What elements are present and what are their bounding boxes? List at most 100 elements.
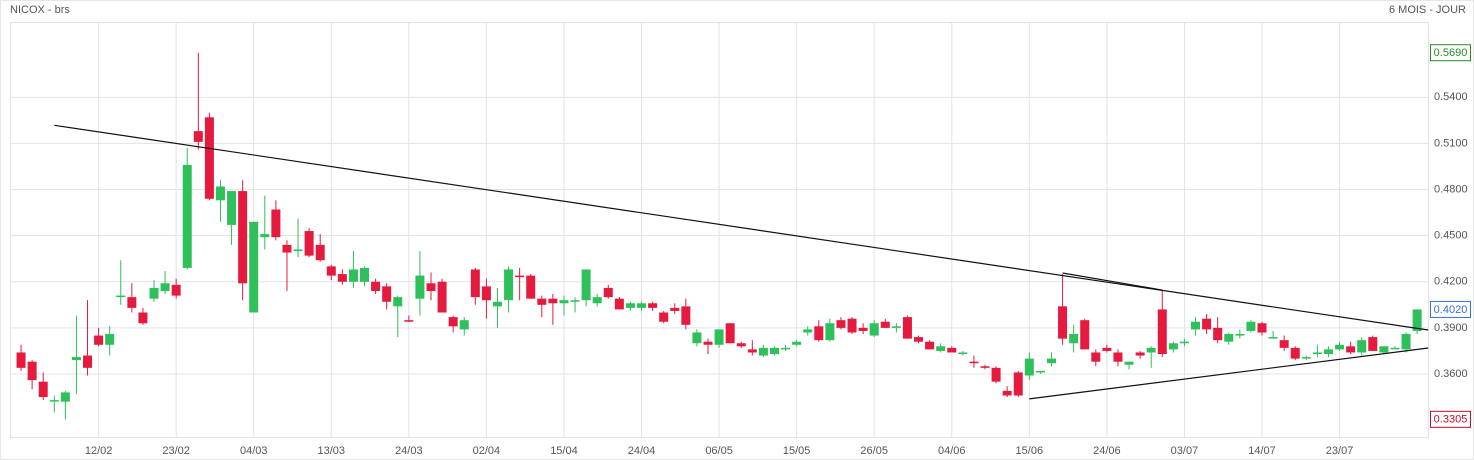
candle-body xyxy=(526,275,536,299)
x-tick-label: 14/07 xyxy=(1248,445,1276,457)
candle-body xyxy=(515,275,525,278)
candle-body xyxy=(116,295,126,298)
price-marker-label: 0.3305 xyxy=(1434,414,1468,426)
candle-body xyxy=(1335,344,1345,350)
candle-body xyxy=(1157,309,1167,354)
price-marker xyxy=(1430,44,1471,62)
candle-body xyxy=(758,347,768,356)
candle-body xyxy=(71,357,81,361)
y-tick-label: 0.5100 xyxy=(1434,137,1468,149)
trendline xyxy=(54,124,1429,331)
candle-body xyxy=(326,266,336,276)
candle-body xyxy=(138,312,148,324)
candle-body xyxy=(1058,306,1068,339)
candle-body xyxy=(437,281,447,313)
y-tick-label: 0.5400 xyxy=(1434,91,1468,103)
candle-body xyxy=(1191,321,1201,330)
candle-body xyxy=(459,320,469,330)
candle-body xyxy=(869,323,879,336)
candle-body xyxy=(315,244,325,261)
candle-body xyxy=(426,283,436,291)
candle-body xyxy=(603,287,613,298)
candle-body xyxy=(980,366,990,368)
x-tick-label: 12/02 xyxy=(85,445,113,457)
candle-body xyxy=(736,343,746,347)
candle-body xyxy=(371,281,381,291)
candle-body xyxy=(1124,361,1134,365)
candle-body xyxy=(648,303,658,308)
x-tick-label: 03/07 xyxy=(1171,445,1199,457)
candle-body xyxy=(271,209,281,238)
candle-body xyxy=(393,297,403,307)
candle-body xyxy=(537,298,547,305)
candle-body xyxy=(348,269,358,282)
candle-body xyxy=(1401,334,1411,350)
candle-body xyxy=(337,274,347,282)
candle-body xyxy=(215,186,225,201)
candle-body xyxy=(1013,372,1023,396)
candle-body xyxy=(293,249,303,252)
candle-body xyxy=(470,269,480,298)
candle-body xyxy=(703,341,713,345)
candle-body xyxy=(1235,334,1245,336)
x-tick-label: 15/06 xyxy=(1016,445,1044,457)
candle-body xyxy=(692,332,702,344)
candle-body xyxy=(49,400,59,402)
candle-body xyxy=(260,234,270,238)
trendline xyxy=(1029,347,1429,400)
candle-body xyxy=(171,284,181,296)
candle-body xyxy=(592,297,602,304)
candle-body xyxy=(570,300,580,302)
candle-body xyxy=(991,367,1001,382)
candle-body xyxy=(149,287,159,299)
candle-body xyxy=(1091,352,1101,362)
candle-body xyxy=(725,323,735,344)
candle-body xyxy=(1080,320,1090,350)
candle-body xyxy=(1323,349,1333,354)
candle-body xyxy=(1224,334,1234,342)
candle-body xyxy=(105,334,115,345)
candle-body xyxy=(891,326,901,328)
candle-body xyxy=(714,329,724,345)
candle-body xyxy=(127,297,137,308)
candle-body xyxy=(1024,358,1034,376)
x-tick-label: 02/04 xyxy=(473,445,501,457)
candle-body xyxy=(559,300,569,304)
candle-body xyxy=(60,392,70,402)
chart-title: NICOX - brs xyxy=(10,4,70,16)
candle-body xyxy=(27,361,37,381)
candle-body xyxy=(792,341,802,345)
candle-body xyxy=(1213,327,1223,341)
candle-body xyxy=(625,303,635,308)
candle-body xyxy=(814,326,824,341)
candle-body xyxy=(16,352,26,368)
candle-body xyxy=(659,312,669,322)
candle-body xyxy=(1268,337,1278,339)
y-tick-label: 0.3600 xyxy=(1434,368,1468,380)
x-tick-label: 26/05 xyxy=(860,445,888,457)
candle-body xyxy=(1346,346,1356,353)
candle-body xyxy=(836,320,846,328)
candle-body xyxy=(947,347,957,353)
candle-body xyxy=(1290,347,1300,359)
candle-body xyxy=(504,269,514,301)
candle-body xyxy=(492,301,502,307)
candle-body xyxy=(858,327,868,331)
candle-body xyxy=(914,337,924,342)
candle-body xyxy=(880,321,890,328)
candle-body xyxy=(360,267,370,282)
candle-body xyxy=(548,298,558,304)
candle-body xyxy=(249,221,259,313)
candle-body xyxy=(83,355,93,368)
candle-body xyxy=(1279,340,1289,348)
candle-body xyxy=(803,329,813,333)
candle-body xyxy=(1257,323,1267,333)
candle-body xyxy=(958,352,968,354)
candle-body xyxy=(38,381,48,398)
candle-body xyxy=(1146,347,1156,353)
candle-body xyxy=(1179,341,1189,344)
candle-body xyxy=(94,335,104,345)
candle-body xyxy=(160,283,170,291)
trendline xyxy=(1062,272,1163,291)
